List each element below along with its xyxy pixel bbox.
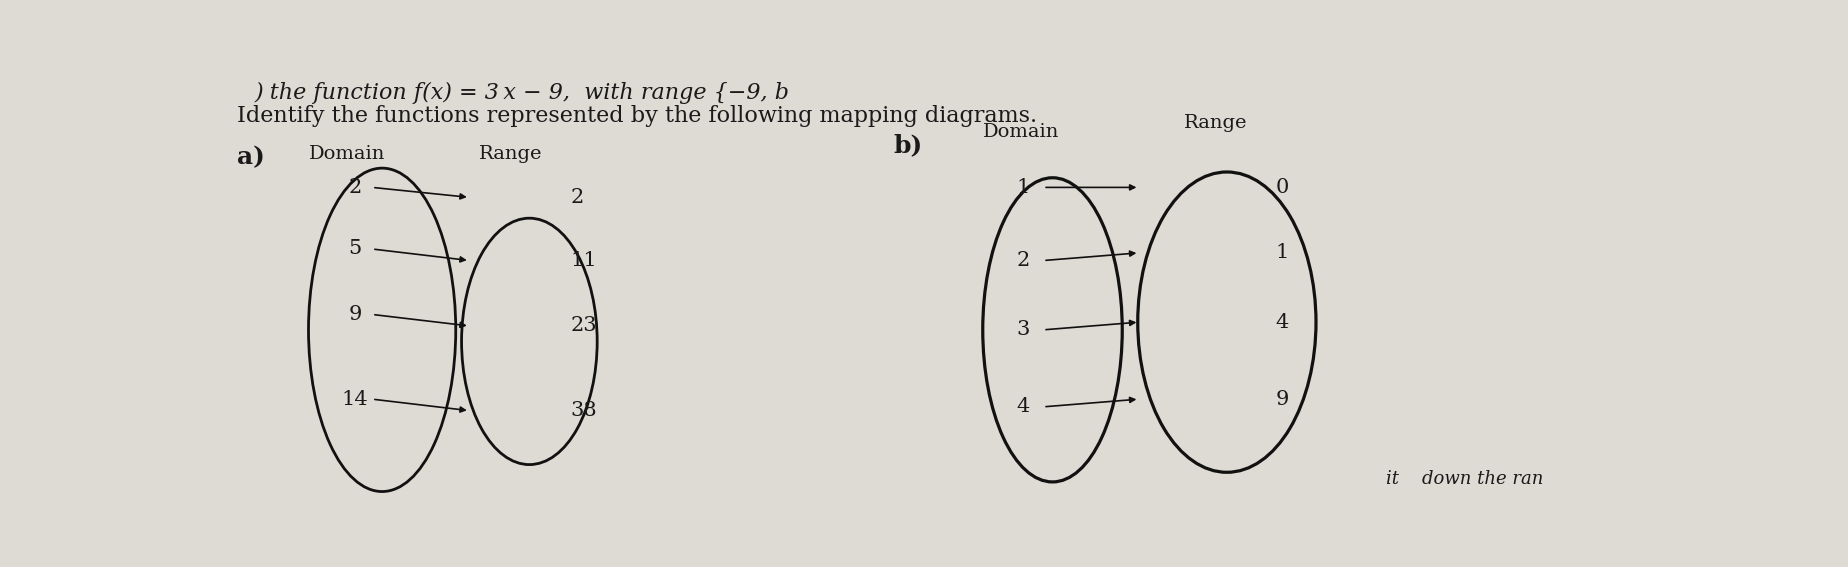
Text: 23: 23: [571, 316, 597, 336]
Text: 14: 14: [342, 390, 368, 409]
Text: Domain: Domain: [983, 124, 1059, 142]
Text: 0: 0: [1275, 178, 1290, 197]
Text: Identify the functions represented by the following mapping diagrams.: Identify the functions represented by th…: [237, 105, 1037, 127]
Text: Range: Range: [1185, 114, 1247, 132]
Text: 2: 2: [349, 178, 362, 197]
Text: 9: 9: [1275, 390, 1290, 409]
Text: 2: 2: [1016, 251, 1029, 270]
Text: b): b): [894, 133, 922, 158]
Text: 5: 5: [349, 239, 362, 259]
Text: it    down the ran: it down the ran: [1386, 469, 1543, 488]
Text: 3: 3: [1016, 320, 1029, 339]
Text: 11: 11: [571, 251, 597, 270]
Text: Range: Range: [479, 145, 543, 163]
Text: 2: 2: [571, 188, 584, 207]
Text: 4: 4: [1016, 397, 1029, 416]
Text: 1: 1: [1016, 178, 1029, 197]
Text: ) the function f(x) = 3 x − 9,  with range {−9, b: ) the function f(x) = 3 x − 9, with rang…: [255, 82, 789, 104]
Text: Domain: Domain: [309, 145, 384, 163]
Text: 9: 9: [347, 305, 362, 324]
Text: 4: 4: [1275, 312, 1288, 332]
Text: a): a): [237, 145, 264, 169]
Text: 1: 1: [1275, 243, 1290, 263]
Text: 38: 38: [571, 401, 597, 420]
